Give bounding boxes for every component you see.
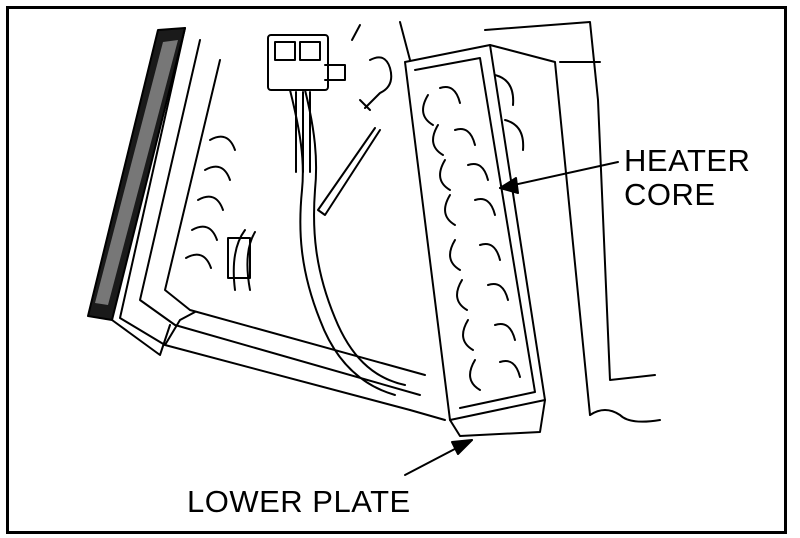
retaining-clip	[317, 24, 393, 216]
foam-seal-strip	[87, 27, 186, 321]
lower-plate-leader	[404, 439, 473, 476]
heater-core-leader	[499, 161, 619, 194]
heater-core-fins	[422, 74, 525, 391]
lower-plate-label: LOWER PLATE	[187, 484, 411, 519]
wiring-harness	[227, 34, 406, 396]
figure-frame	[6, 6, 787, 534]
right-housing-panel	[399, 21, 661, 423]
heater-core-label-line2: CORE	[624, 177, 716, 212]
heater-core-label-line1: HEATER	[624, 143, 751, 178]
heater-core-body	[404, 44, 591, 437]
left-core-fins	[185, 135, 236, 269]
heater-case-housing	[111, 27, 446, 421]
heater-core-label: HEATER CORE	[624, 144, 750, 212]
